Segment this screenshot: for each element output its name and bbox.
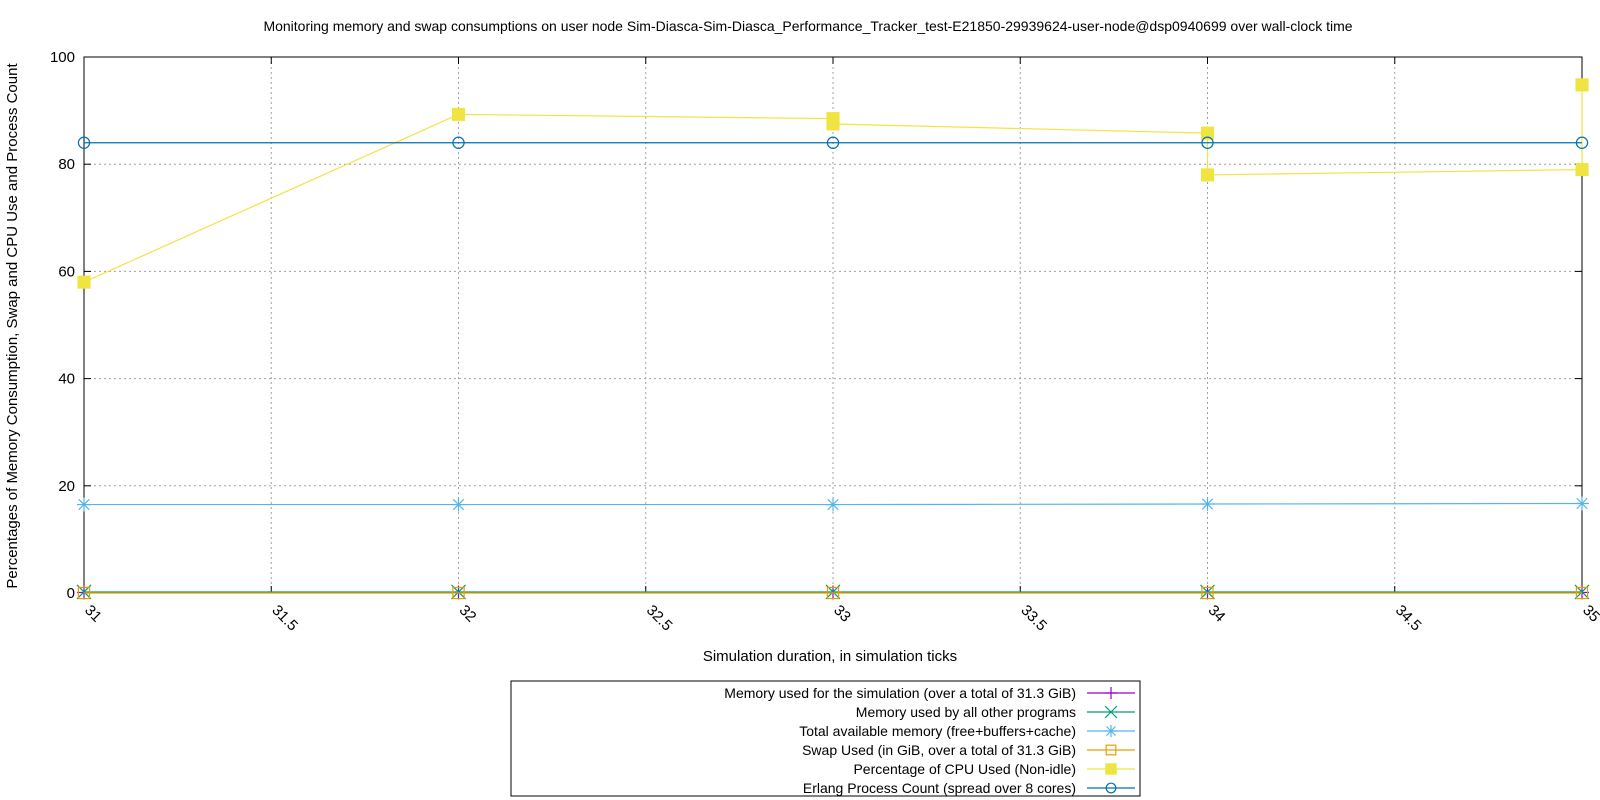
data-point — [1105, 725, 1117, 737]
x-tick-label: 32 — [456, 602, 480, 626]
data-point — [452, 136, 465, 149]
legend-item: Total available memory (free+buffers+cac… — [799, 723, 1135, 739]
data-point — [1200, 168, 1215, 182]
data-point — [1105, 782, 1117, 794]
series-line — [83, 84, 1583, 283]
x-tick-label: 31.5 — [268, 602, 301, 635]
series-layer — [76, 78, 1590, 600]
y-tick-label: 40 — [58, 371, 75, 388]
data-point — [1200, 497, 1215, 512]
x-tick-label: 34.5 — [1392, 602, 1425, 635]
data-point — [1201, 586, 1214, 600]
legend-item: Memory used by all other programs — [856, 704, 1135, 720]
series-3 — [77, 586, 1589, 600]
x-tick-label: 35 — [1579, 602, 1600, 626]
data-point — [452, 586, 465, 600]
data-point — [451, 107, 466, 121]
data-point — [77, 586, 91, 600]
data-point — [826, 136, 840, 149]
data-point — [1105, 687, 1117, 699]
legend-item: Memory used for the simulation (over a t… — [724, 685, 1135, 701]
legend-item: Erlang Process Count (spread over 8 core… — [803, 780, 1135, 796]
x-tick-label: 34 — [1205, 602, 1229, 626]
axis-ticks: 0 20 40 60 80 100 31 31.5 32 32.5 33 33.5 34 34.5 35 — [50, 49, 1600, 634]
y-axis-label: Percentages of Memory Consumption, Swap … — [4, 63, 21, 589]
data-point — [1575, 586, 1589, 600]
data-point — [826, 117, 840, 131]
y-tick-label: 20 — [58, 478, 75, 495]
y-tick-label: 0 — [67, 585, 75, 602]
chart-title: Monitoring memory and swap consumptions … — [263, 18, 1352, 34]
series-5 — [77, 136, 1589, 149]
legend-label: Memory used for the simulation (over a t… — [724, 685, 1076, 701]
legend-item: Percentage of CPU Used (Non-idle) — [853, 761, 1135, 777]
legend-item: Swap Used (in GiB, over a total of 31.3 … — [802, 742, 1135, 758]
data-point — [1104, 705, 1118, 719]
data-point — [1201, 136, 1214, 149]
data-point — [77, 497, 91, 512]
data-point — [1575, 78, 1589, 92]
data-point — [1105, 763, 1117, 775]
x-axis-label: Simulation duration, in simulation ticks — [703, 648, 957, 665]
legend-label: Percentage of CPU Used (Non-idle) — [853, 761, 1076, 777]
data-point — [1575, 496, 1589, 511]
legend-label: Memory used by all other programs — [856, 704, 1076, 720]
legend-box — [510, 680, 1141, 797]
legend-items: Memory used for the simulation (over a t… — [724, 685, 1135, 796]
y-tick-label: 100 — [50, 49, 75, 66]
data-point — [1575, 163, 1589, 177]
y-tick-label: 80 — [58, 156, 75, 173]
data-point — [77, 275, 91, 289]
legend: Memory used for the simulation (over a t… — [510, 680, 1141, 797]
data-point — [826, 497, 840, 512]
data-point — [1575, 136, 1589, 149]
data-point — [1200, 126, 1215, 140]
x-tick-label: 31 — [81, 602, 105, 626]
legend-label: Erlang Process Count (spread over 8 core… — [803, 780, 1076, 796]
x-tick-label: 32.5 — [643, 602, 676, 635]
data-point — [826, 586, 840, 600]
y-tick-label: 60 — [58, 263, 75, 280]
legend-label: Swap Used (in GiB, over a total of 31.3 … — [802, 742, 1076, 758]
legend-label: Total available memory (free+buffers+cac… — [799, 723, 1076, 739]
series-2 — [77, 496, 1589, 512]
series-4 — [77, 78, 1589, 289]
data-point — [451, 497, 466, 512]
data-point — [77, 136, 91, 149]
x-tick-label: 33 — [830, 602, 854, 626]
data-point — [1105, 744, 1117, 756]
x-tick-label: 33.5 — [1017, 602, 1050, 635]
